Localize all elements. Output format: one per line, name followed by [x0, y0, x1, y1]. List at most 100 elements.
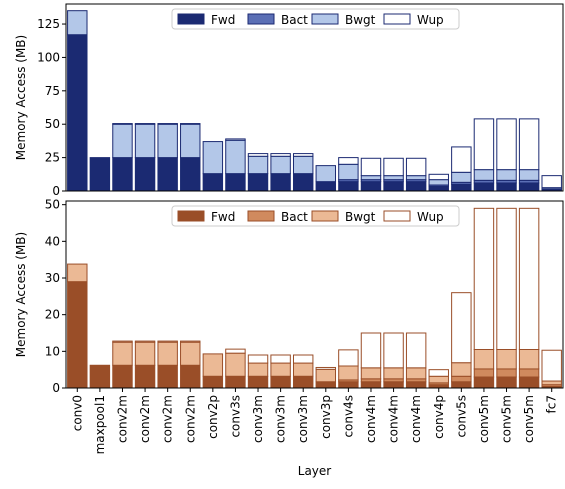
- bar-fwd-10: [270, 375, 291, 389]
- bar-bwgt-22: [541, 380, 562, 386]
- legend-label-fwd: Fwd: [211, 13, 235, 27]
- bar-wup-19: [473, 118, 495, 171]
- bar-fwd-18: [451, 183, 472, 192]
- bar-bwgt-5: [157, 341, 178, 366]
- bar-fwd-4: [134, 157, 156, 192]
- bar-wup-14: [360, 332, 382, 369]
- bar-wup-14: [360, 157, 382, 177]
- bar-bwgt-12: [315, 368, 337, 383]
- bar-bact-19: [473, 368, 495, 378]
- bar-wup-4: [134, 340, 156, 343]
- legend-label-bwgt: Bwgt: [345, 210, 376, 224]
- y-tick-label: 0: [52, 184, 60, 198]
- x-tick-label: conv5s: [454, 395, 468, 438]
- legend-label-bact: Bact: [281, 210, 308, 224]
- bar-fwd-4: [134, 364, 156, 389]
- legend-swatch-bwgt: [311, 13, 339, 25]
- plot-frame: [65, 3, 564, 192]
- bar-bwgt-1: [67, 263, 88, 283]
- bar-bwgt-1: [67, 10, 88, 36]
- bar-bwgt-16: [405, 175, 427, 181]
- bar-wup-9: [247, 153, 269, 157]
- bar-wup-13: [338, 157, 359, 165]
- bar-fwd-9: [247, 173, 269, 192]
- bar-bwgt-18: [451, 362, 472, 377]
- bar-fwd-19: [473, 376, 495, 389]
- x-tick-label: conv4s: [341, 395, 355, 438]
- legend-swatch-wup: [383, 210, 411, 222]
- bar-wup-3: [112, 123, 133, 125]
- bar-fwd-3: [112, 364, 133, 389]
- bar-bwgt-19: [473, 349, 495, 370]
- x-tick-label: maxpool1: [93, 395, 107, 454]
- legend-swatch-bact: [247, 13, 275, 25]
- bar-bact-18: [451, 375, 472, 383]
- bar-bwgt-14: [360, 367, 382, 380]
- bar-bact-21: [518, 368, 540, 378]
- bar-wup-17: [428, 369, 449, 377]
- x-tick-label: conv3s: [228, 395, 242, 438]
- bar-fwd-20: [496, 182, 517, 192]
- bar-bwgt-20: [496, 169, 517, 181]
- x-axis-label: Layer: [298, 464, 332, 478]
- y-tick-label: 125: [37, 17, 60, 31]
- bar-bwgt-15: [383, 175, 404, 181]
- y-tick-label: 20: [45, 308, 60, 322]
- bar-wup-13: [338, 349, 359, 367]
- bar-fwd-12: [315, 381, 337, 389]
- bar-fwd-7: [202, 375, 224, 389]
- bar-fwd-21: [518, 376, 540, 389]
- bar-bwgt-20: [496, 349, 517, 370]
- bar-bwgt-19: [473, 169, 495, 181]
- x-tick-label: conv2m: [138, 395, 152, 443]
- y-tick-label: 75: [45, 84, 60, 98]
- chart-panel-2: 0 10 20 30 40 50 Memory Access (MB) Fwd Bact Bwgt…: [14, 198, 564, 478]
- bar-wup-6: [180, 123, 201, 125]
- x-tick-label: conv3m: [296, 395, 310, 443]
- bar-wup-16: [405, 332, 427, 369]
- chart-panel-1: 0 25 50 75 100 125 Memory Access (MB) Fwd Bact Bw…: [14, 3, 564, 198]
- legend: Fwd Bact Bwgt Wup: [171, 205, 460, 227]
- bar-wup-18: [451, 146, 472, 173]
- bar-fwd-2: [89, 157, 111, 192]
- bar-wup-8: [225, 138, 246, 141]
- bar-bwgt-21: [518, 349, 540, 370]
- bar-wup-10: [270, 354, 291, 364]
- bar-bwgt-15: [383, 367, 404, 380]
- bar-bwgt-13: [338, 163, 359, 181]
- legend-swatch-bact: [247, 210, 275, 222]
- bar-bwgt-4: [134, 123, 156, 159]
- bar-bwgt-10: [270, 362, 291, 377]
- x-tick-label: conv4m: [409, 395, 423, 443]
- x-tick-label: conv3m: [274, 395, 288, 443]
- bar-fwd-19: [473, 182, 495, 192]
- bar-fwd-12: [315, 181, 337, 192]
- y-tick-label: 50: [45, 117, 60, 131]
- y-tick-label: 100: [37, 50, 60, 64]
- bar-wup-11: [292, 354, 314, 364]
- bar-wup-5: [157, 340, 178, 343]
- legend-swatch-bwgt: [311, 210, 339, 222]
- bar-bwgt-17: [428, 179, 449, 186]
- bar-fwd-16: [405, 381, 427, 389]
- bar-wup-12: [315, 366, 337, 370]
- y-tick-label: 25: [45, 151, 60, 165]
- y-tick-label: 0: [52, 381, 60, 395]
- bar-bwgt-8: [225, 352, 246, 377]
- bar-bwgt-17: [428, 375, 449, 384]
- bar-fwd-2: [89, 364, 111, 389]
- bar-wup-10: [270, 153, 291, 157]
- x-tick-label: conv5m: [522, 395, 536, 443]
- y-tick-label: 50: [45, 198, 60, 212]
- bar-fwd-14: [360, 381, 382, 389]
- bar-bwgt-8: [225, 139, 246, 175]
- bar-bwgt-9: [247, 362, 269, 377]
- bar-wup-11: [292, 153, 314, 157]
- bar-fwd-13: [338, 181, 359, 192]
- x-tick-label: conv4m: [364, 395, 378, 443]
- bar-fwd-15: [383, 381, 404, 389]
- y-axis-label: Memory Access (MB): [14, 232, 28, 357]
- legend: Fwd Bact Bwgt Wup: [171, 8, 460, 30]
- x-tick-label: conv3p: [319, 395, 333, 439]
